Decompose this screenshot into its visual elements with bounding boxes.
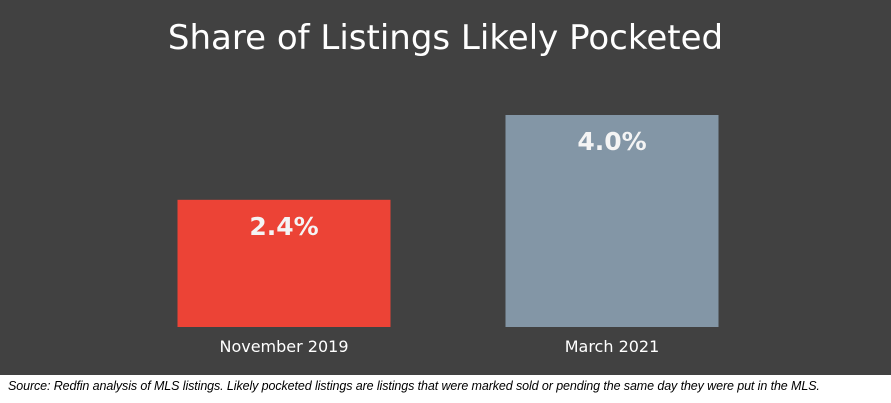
x-tick-label-1: November 2019 — [219, 337, 348, 356]
chart-panel — [0, 0, 891, 375]
bar-chart: 2.4% 4.0% November 2019 March 2021 — [177, 115, 719, 356]
chart-title: Share of Listings Likely Pocketed — [167, 18, 724, 58]
ticks-layer: November 2019 March 2021 — [219, 337, 659, 356]
bar-1 — [177, 199, 391, 327]
bars-layer — [177, 115, 719, 327]
labels-layer: 2.4% 4.0% — [249, 127, 646, 241]
bar-2 — [505, 115, 719, 327]
x-tick-label-2: March 2021 — [565, 337, 660, 356]
data-label-1: 2.4% — [249, 212, 318, 241]
data-label-2: 4.0% — [577, 127, 646, 156]
source-note: Source: Redfin analysis of MLS listings.… — [8, 379, 820, 393]
